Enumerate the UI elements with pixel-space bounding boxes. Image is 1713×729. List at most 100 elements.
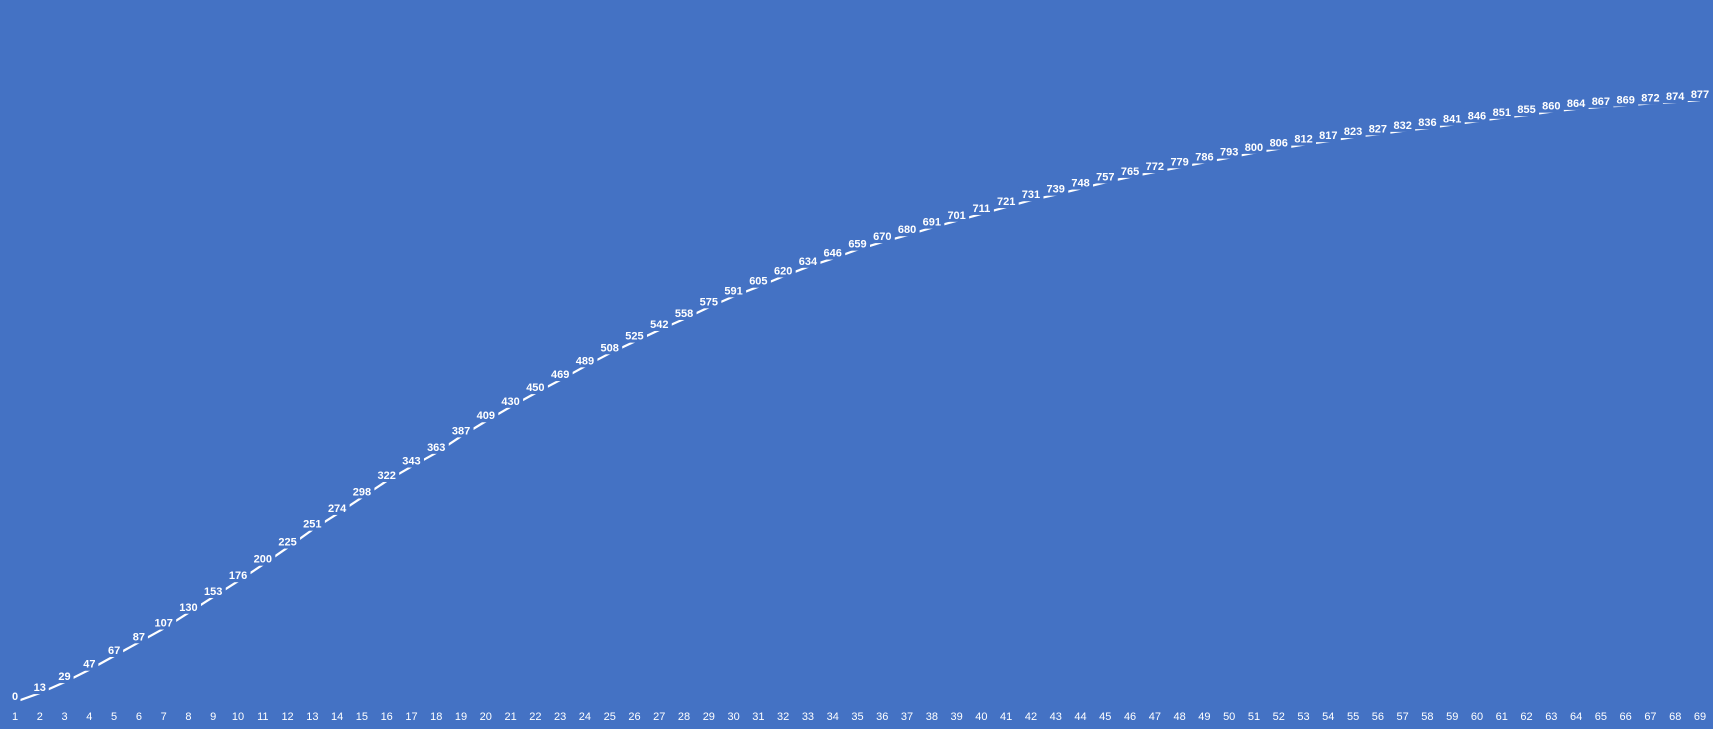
data-label: 29 bbox=[58, 671, 70, 683]
data-label-background bbox=[1216, 144, 1242, 159]
x-tick-label: 28 bbox=[678, 711, 690, 723]
data-label: 646 bbox=[824, 248, 842, 260]
data-label-background bbox=[129, 629, 148, 644]
data-label-background bbox=[80, 656, 99, 671]
data-label: 793 bbox=[1220, 147, 1238, 159]
data-label: 701 bbox=[947, 210, 965, 222]
data-label-background bbox=[745, 273, 771, 288]
x-tick-label: 45 bbox=[1099, 711, 1111, 723]
data-label: 298 bbox=[353, 486, 371, 498]
data-label-background bbox=[919, 214, 945, 229]
data-label: 836 bbox=[1418, 117, 1436, 129]
x-tick-label: 50 bbox=[1223, 711, 1235, 723]
data-label: 721 bbox=[997, 196, 1015, 208]
x-tick-label: 29 bbox=[703, 711, 715, 723]
x-tick-label: 69 bbox=[1694, 711, 1706, 723]
x-tick-label: 60 bbox=[1471, 711, 1483, 723]
data-label-background bbox=[1315, 128, 1341, 143]
data-label-background bbox=[175, 599, 201, 614]
data-label-background bbox=[1018, 187, 1044, 202]
data-label: 841 bbox=[1443, 114, 1461, 126]
data-label: 322 bbox=[378, 470, 396, 482]
data-label-background bbox=[671, 305, 697, 320]
data-label: 575 bbox=[700, 296, 718, 308]
data-label-background bbox=[1266, 135, 1292, 150]
data-label-background bbox=[1563, 95, 1589, 110]
data-label-background bbox=[1291, 131, 1317, 146]
data-label: 670 bbox=[873, 231, 891, 243]
data-label-background bbox=[473, 408, 499, 423]
data-label: 620 bbox=[774, 265, 792, 277]
data-label: 731 bbox=[1022, 189, 1040, 201]
data-label: 772 bbox=[1146, 161, 1164, 173]
x-tick-label: 65 bbox=[1595, 711, 1607, 723]
x-tick-label: 3 bbox=[61, 711, 67, 723]
data-label-background bbox=[522, 380, 548, 395]
x-tick-label: 47 bbox=[1149, 711, 1161, 723]
data-label: 691 bbox=[923, 217, 941, 229]
x-tick-label: 24 bbox=[579, 711, 591, 723]
data-label-background bbox=[845, 236, 870, 251]
x-tick-label: 58 bbox=[1421, 711, 1433, 723]
data-label: 409 bbox=[477, 410, 495, 422]
x-tick-label: 19 bbox=[455, 711, 467, 723]
data-label-background bbox=[55, 669, 74, 684]
data-label-background bbox=[423, 439, 449, 454]
data-label: 832 bbox=[1393, 120, 1411, 132]
data-label: 107 bbox=[154, 618, 172, 630]
x-tick-label: 17 bbox=[405, 711, 417, 723]
x-tick-label: 64 bbox=[1570, 711, 1582, 723]
data-label: 800 bbox=[1245, 142, 1263, 154]
x-tick-label: 10 bbox=[232, 711, 244, 723]
data-label-background bbox=[200, 583, 226, 598]
data-label-background bbox=[696, 294, 722, 309]
x-tick-label: 38 bbox=[926, 711, 938, 723]
data-label: 765 bbox=[1121, 166, 1139, 178]
data-label-background bbox=[1637, 90, 1663, 105]
x-tick-label: 14 bbox=[331, 711, 343, 723]
data-label: 387 bbox=[452, 425, 470, 437]
data-label: 748 bbox=[1071, 178, 1089, 190]
data-label-background bbox=[1613, 92, 1639, 107]
data-label-background bbox=[1489, 104, 1515, 119]
data-label: 806 bbox=[1270, 138, 1288, 150]
data-label: 846 bbox=[1468, 110, 1486, 122]
data-label-background bbox=[1687, 87, 1713, 101]
data-label: 67 bbox=[108, 645, 120, 657]
x-tick-label: 35 bbox=[851, 711, 863, 723]
x-tick-label: 43 bbox=[1050, 711, 1062, 723]
data-label: 525 bbox=[625, 331, 643, 343]
x-tick-label: 32 bbox=[777, 711, 789, 723]
x-tick-label: 57 bbox=[1397, 711, 1409, 723]
data-label-background bbox=[1068, 175, 1094, 190]
data-label-background bbox=[275, 534, 301, 549]
data-label: 430 bbox=[501, 396, 519, 408]
data-label: 874 bbox=[1666, 91, 1685, 103]
data-label-background bbox=[151, 615, 177, 630]
x-tick-label: 68 bbox=[1669, 711, 1681, 723]
data-label: 489 bbox=[576, 355, 594, 367]
data-label-background bbox=[1538, 98, 1564, 113]
data-label: 851 bbox=[1493, 107, 1511, 119]
x-tick-label: 41 bbox=[1000, 711, 1012, 723]
data-label-background bbox=[1390, 117, 1416, 132]
data-label: 13 bbox=[34, 682, 46, 694]
data-label: 812 bbox=[1294, 134, 1312, 146]
data-label-background bbox=[498, 393, 524, 408]
x-tick-label: 37 bbox=[901, 711, 913, 723]
data-label-background bbox=[1191, 149, 1217, 164]
data-label-background bbox=[993, 194, 1019, 209]
x-tick-label: 9 bbox=[210, 711, 216, 723]
data-label: 757 bbox=[1096, 171, 1114, 183]
x-tick-label: 15 bbox=[356, 711, 368, 723]
x-tick-label: 49 bbox=[1198, 711, 1210, 723]
x-tick-label: 67 bbox=[1644, 711, 1656, 723]
x-tick-label: 8 bbox=[185, 711, 191, 723]
data-label: 225 bbox=[278, 537, 296, 549]
data-label-background bbox=[1241, 139, 1267, 154]
data-label: 274 bbox=[328, 503, 347, 515]
data-label-background bbox=[795, 253, 821, 268]
data-label-background bbox=[944, 207, 970, 222]
data-labels: 0 13 29 47 67 87 107 130 153 176 200 225 251 274 298 32… bbox=[9, 87, 1713, 703]
data-label: 130 bbox=[179, 602, 197, 614]
